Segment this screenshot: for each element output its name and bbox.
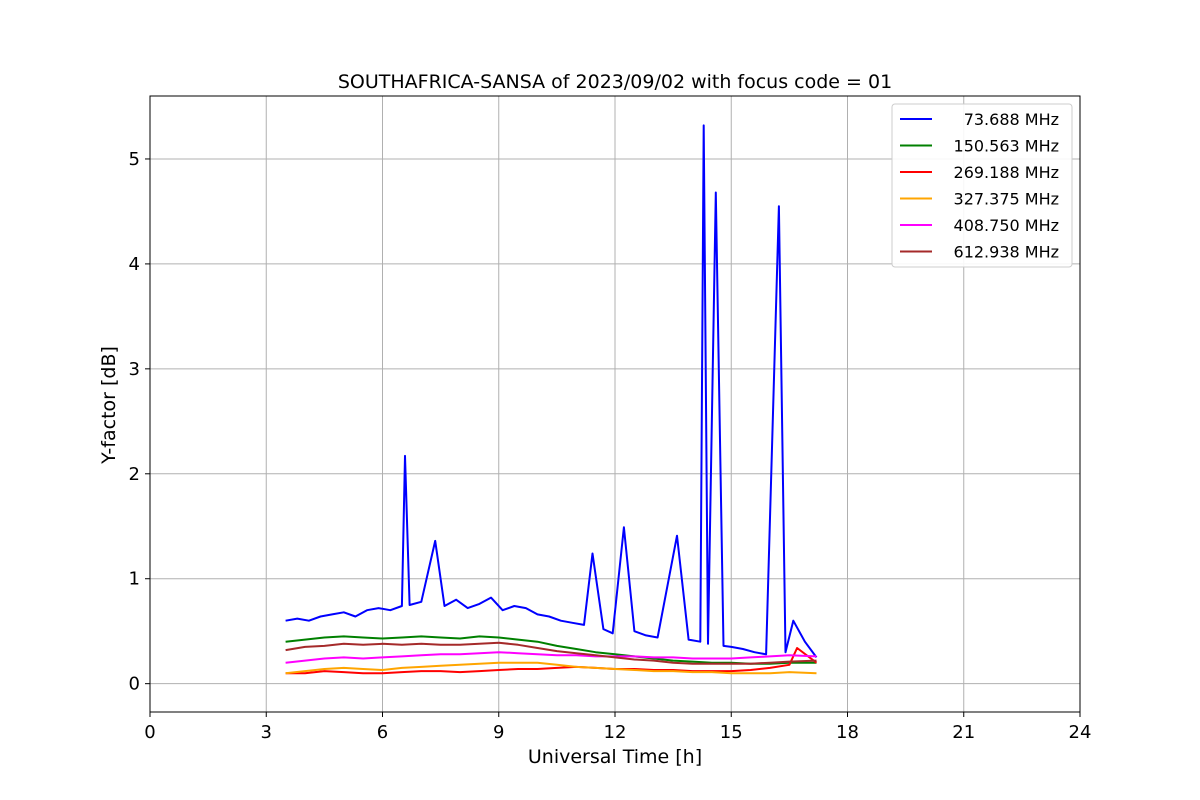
x-axis-label: Universal Time [h] xyxy=(528,746,702,768)
legend-label-0: 73.688 MHz xyxy=(964,110,1059,129)
legend-label-2: 269.188 MHz xyxy=(954,163,1059,182)
series-line-5 xyxy=(285,641,817,665)
y-tick-label: 0 xyxy=(129,674,140,695)
y-tick-label: 2 xyxy=(129,464,140,485)
y-tick-label: 5 xyxy=(129,149,140,170)
y-ticks: 0 1 2 3 4 5 xyxy=(129,149,150,695)
x-tick-label: 3 xyxy=(261,722,272,743)
series-group xyxy=(285,124,818,675)
series-line-4 xyxy=(285,651,817,664)
x-tick-label: 9 xyxy=(493,722,504,743)
legend-label-1: 150.563 MHz xyxy=(954,137,1059,156)
y-tick-label: 4 xyxy=(129,254,140,275)
chart-title: SOUTHAFRICA-SANSA of 2023/09/02 with foc… xyxy=(338,71,892,93)
series-line-3 xyxy=(285,661,817,675)
x-ticks: 0 3 6 9 12 15 18 21 24 xyxy=(144,712,1091,743)
x-tick-label: 12 xyxy=(604,722,627,743)
legend-label-4: 408.750 MHz xyxy=(954,216,1059,235)
legend: 73.688 MHz 150.563 MHz 269.188 MHz 327.375 … xyxy=(891,103,1073,268)
x-tick-label: 15 xyxy=(720,722,743,743)
x-tick-label: 0 xyxy=(144,722,155,743)
x-tick-label: 21 xyxy=(952,722,975,743)
x-tick-label: 6 xyxy=(377,722,388,743)
legend-label-3: 327.375 MHz xyxy=(954,190,1059,209)
series-line-2 xyxy=(285,647,818,675)
series-line-0 xyxy=(285,124,818,658)
y-axis-label: Y-factor [dB] xyxy=(98,346,120,465)
x-tick-label: 24 xyxy=(1069,722,1092,743)
legend-box xyxy=(891,103,1073,268)
legend-label-5: 612.938 MHz xyxy=(954,243,1059,262)
x-tick-label: 18 xyxy=(836,722,859,743)
y-tick-label: 1 xyxy=(129,569,140,590)
y-tick-label: 3 xyxy=(129,359,140,380)
